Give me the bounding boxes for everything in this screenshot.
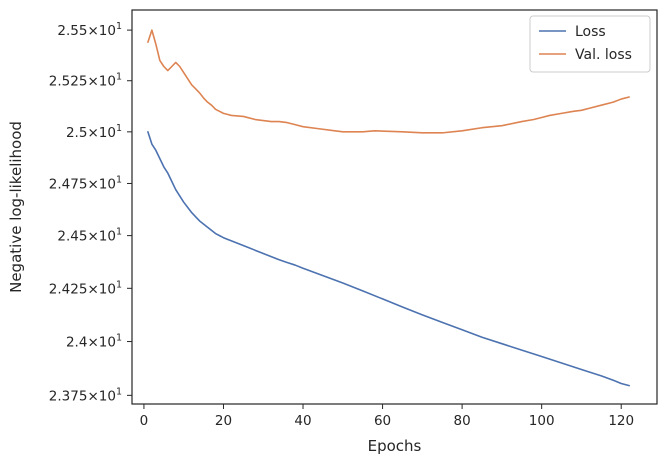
series-layer <box>147 29 630 387</box>
y-tick-label: 2.425×101 <box>49 279 122 297</box>
y-tick-times: × <box>87 229 98 245</box>
y-tick-label: 2.475×101 <box>49 174 122 192</box>
y-tick-mantissa: 2.425 <box>49 281 88 297</box>
y-tick-exponent: 1 <box>116 227 122 238</box>
y-tick-base: 10 <box>99 176 116 192</box>
y-tick-base: 10 <box>99 74 116 90</box>
y-tick-times: × <box>87 281 98 297</box>
legend-label-0: Loss <box>575 24 606 40</box>
y-tick-times: × <box>87 335 98 351</box>
legend-label-1: Val. loss <box>575 47 632 63</box>
legend: Loss Val. loss <box>529 15 651 73</box>
y-tick-exponent: 1 <box>116 72 122 83</box>
y-tick-mantissa: 2.4 <box>66 335 87 351</box>
y-tick-times: × <box>87 23 98 39</box>
y-tick-mantissa: 2.55 <box>57 23 87 39</box>
x-tick-label: 60 <box>374 413 391 429</box>
y-tick-base: 10 <box>99 281 116 297</box>
y-tick-mantissa: 2.375 <box>49 388 88 404</box>
y-tick-label: 2.375×101 <box>49 386 122 404</box>
series-line-1 <box>147 29 630 134</box>
y-tick-base: 10 <box>99 23 116 39</box>
y-tick-base: 10 <box>99 388 116 404</box>
x-tick-label: 20 <box>215 413 232 429</box>
y-tick-exponent: 1 <box>116 174 122 185</box>
x-tick-label: 100 <box>529 413 555 429</box>
y-tick-base: 10 <box>99 125 116 141</box>
y-tick-mantissa: 2.525 <box>49 74 88 90</box>
y-tick-base: 10 <box>99 229 116 245</box>
y-tick-label: 2.45×101 <box>57 227 122 245</box>
y-tick-label: 2.55×101 <box>57 21 122 39</box>
y-tick-label: 2.525×101 <box>49 72 122 90</box>
y-tick-label: 2.5×101 <box>66 123 122 141</box>
plot-frame <box>131 9 658 405</box>
legend-box <box>529 15 651 73</box>
y-tick-mantissa: 2.475 <box>49 176 88 192</box>
y-tick-exponent: 1 <box>116 386 122 397</box>
x-tick-label: 0 <box>140 413 149 429</box>
y-tick-base: 10 <box>99 335 116 351</box>
y-tick-exponent: 1 <box>116 21 122 32</box>
y-axis: 2.375×1012.4×1012.425×1012.45×1012.475×1… <box>49 21 132 404</box>
x-tick-label: 80 <box>454 413 471 429</box>
y-tick-exponent: 1 <box>116 123 122 134</box>
y-tick-times: × <box>87 74 98 90</box>
y-tick-label: 2.4×101 <box>66 333 122 351</box>
y-tick-mantissa: 2.5 <box>66 125 87 141</box>
series-line-0 <box>147 131 630 387</box>
y-tick-times: × <box>87 388 98 404</box>
x-axis: 0 20 40 60 80 100 120 <box>140 404 634 429</box>
x-tick-label: 40 <box>294 413 311 429</box>
x-axis-label: Epochs <box>368 437 422 455</box>
y-axis-label: Negative log-likelihood <box>7 121 25 293</box>
y-tick-exponent: 1 <box>116 279 122 290</box>
y-tick-times: × <box>87 176 98 192</box>
y-tick-mantissa: 2.45 <box>57 229 87 245</box>
x-tick-label: 120 <box>608 413 634 429</box>
y-tick-exponent: 1 <box>116 333 122 344</box>
y-tick-times: × <box>87 125 98 141</box>
